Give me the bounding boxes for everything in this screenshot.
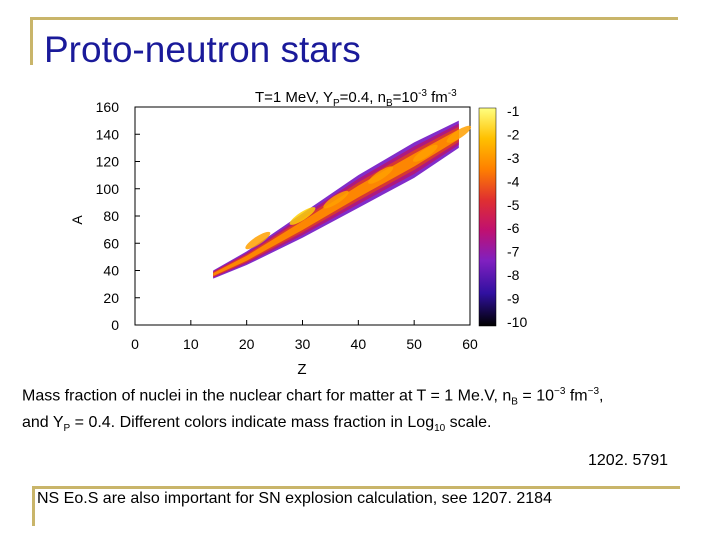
- colorbar-tick-label: -1: [507, 103, 520, 119]
- colorbar-tick-label: -3: [507, 150, 520, 166]
- caption-1b: = 10: [517, 387, 554, 405]
- colorbar-tick-label: -10: [507, 314, 527, 330]
- chart-title-a: T=1 MeV, Y: [255, 89, 333, 106]
- chart-title-d: fm: [426, 89, 448, 106]
- y-tick-label: 160: [96, 99, 120, 115]
- x-tick-label: 30: [295, 336, 311, 352]
- ridge-point: [368, 166, 394, 184]
- y-tick-label: 0: [111, 317, 119, 333]
- colorbar-tick-label: -2: [507, 126, 520, 142]
- chart-title: T=1 MeV, YP=0.4, nB=10-3 fm-3: [255, 88, 457, 109]
- mass-fraction-band: [213, 120, 472, 279]
- caption-1a: Mass fraction of nuclei in the nuclear c…: [22, 387, 512, 405]
- colorbar-tick-label: -4: [507, 173, 520, 189]
- caption-1-sub: B: [511, 396, 518, 408]
- figure-caption: Mass fraction of nuclei in the nuclear c…: [22, 382, 702, 439]
- title-frame-top: [30, 17, 678, 20]
- y-tick-label: 20: [103, 290, 119, 306]
- x-tick-label: 10: [183, 336, 199, 352]
- caption-line-2: and YP = 0.4. Different colors indicate …: [22, 413, 702, 439]
- x-tick-label: 50: [406, 336, 422, 352]
- x-tick-label: 0: [131, 336, 139, 352]
- colorbar: [478, 107, 497, 327]
- chart-title-sup: -3: [418, 88, 427, 99]
- caption-2a: and Y: [22, 413, 64, 431]
- chart-title-b: =0.4, n: [339, 89, 386, 106]
- colorbar-ticks: -1 -2 -3 -4 -5 -6 -7 -8 -9 -10: [507, 103, 527, 330]
- x-tick-label: 40: [351, 336, 367, 352]
- footer-note: NS Eo.S are also important for SN explos…: [37, 490, 552, 507]
- colorbar-tick-label: -8: [507, 267, 520, 283]
- y-axis-label: A: [69, 215, 85, 225]
- x-axis-label: Z: [297, 361, 306, 378]
- y-axis-ticks: 0 20 40 60 80 100 120 140 160: [96, 99, 140, 333]
- ridge-point: [323, 190, 349, 209]
- caption-line-1: Mass fraction of nuclei in the nuclear c…: [22, 382, 702, 413]
- y-tick-label: 100: [96, 181, 120, 197]
- caption-2b: = 0.4. Different colors indicate mass fr…: [70, 413, 435, 431]
- caption-2-sub2: 10: [434, 422, 446, 434]
- colorbar-tick-label: -9: [507, 291, 520, 307]
- colorbar-tick-label: -7: [507, 244, 520, 260]
- y-tick-label: 120: [96, 154, 120, 170]
- ridge-point: [245, 231, 271, 250]
- y-tick-label: 140: [96, 126, 120, 142]
- slide-title: Proto-neutron stars: [44, 29, 361, 70]
- caption-1-sup2: −3: [587, 386, 600, 397]
- colorbar-tick-label: -6: [507, 220, 520, 236]
- chart-title-sup2: -3: [447, 88, 457, 99]
- chart-title-sub: P: [332, 98, 340, 109]
- footer-frame-left: [32, 486, 35, 526]
- chart-title-sub2: B: [385, 98, 393, 109]
- caption-1-sup1: −3: [553, 386, 566, 397]
- caption-2-sub: P: [63, 422, 71, 434]
- caption-2c: scale.: [445, 413, 492, 431]
- x-axis-ticks: 0 10 20 30 40 50 60: [131, 320, 478, 352]
- ridge-point: [412, 144, 438, 162]
- x-tick-label: 60: [462, 336, 478, 352]
- caption-1d: ,: [599, 387, 604, 405]
- footer-frame-top: [32, 486, 680, 489]
- caption-1c: fm: [565, 387, 588, 405]
- y-tick-label: 80: [103, 208, 119, 224]
- x-tick-label: 20: [239, 336, 255, 352]
- ridge-point: [289, 207, 316, 225]
- chart-title-c: =10: [392, 89, 419, 106]
- arxiv-reference: 1202. 5791: [588, 452, 669, 469]
- y-tick-label: 40: [103, 263, 119, 279]
- title-frame-left: [30, 17, 33, 65]
- y-tick-label: 60: [103, 235, 119, 251]
- colorbar-tick-label: -5: [507, 197, 520, 213]
- ridge-point: [446, 125, 472, 143]
